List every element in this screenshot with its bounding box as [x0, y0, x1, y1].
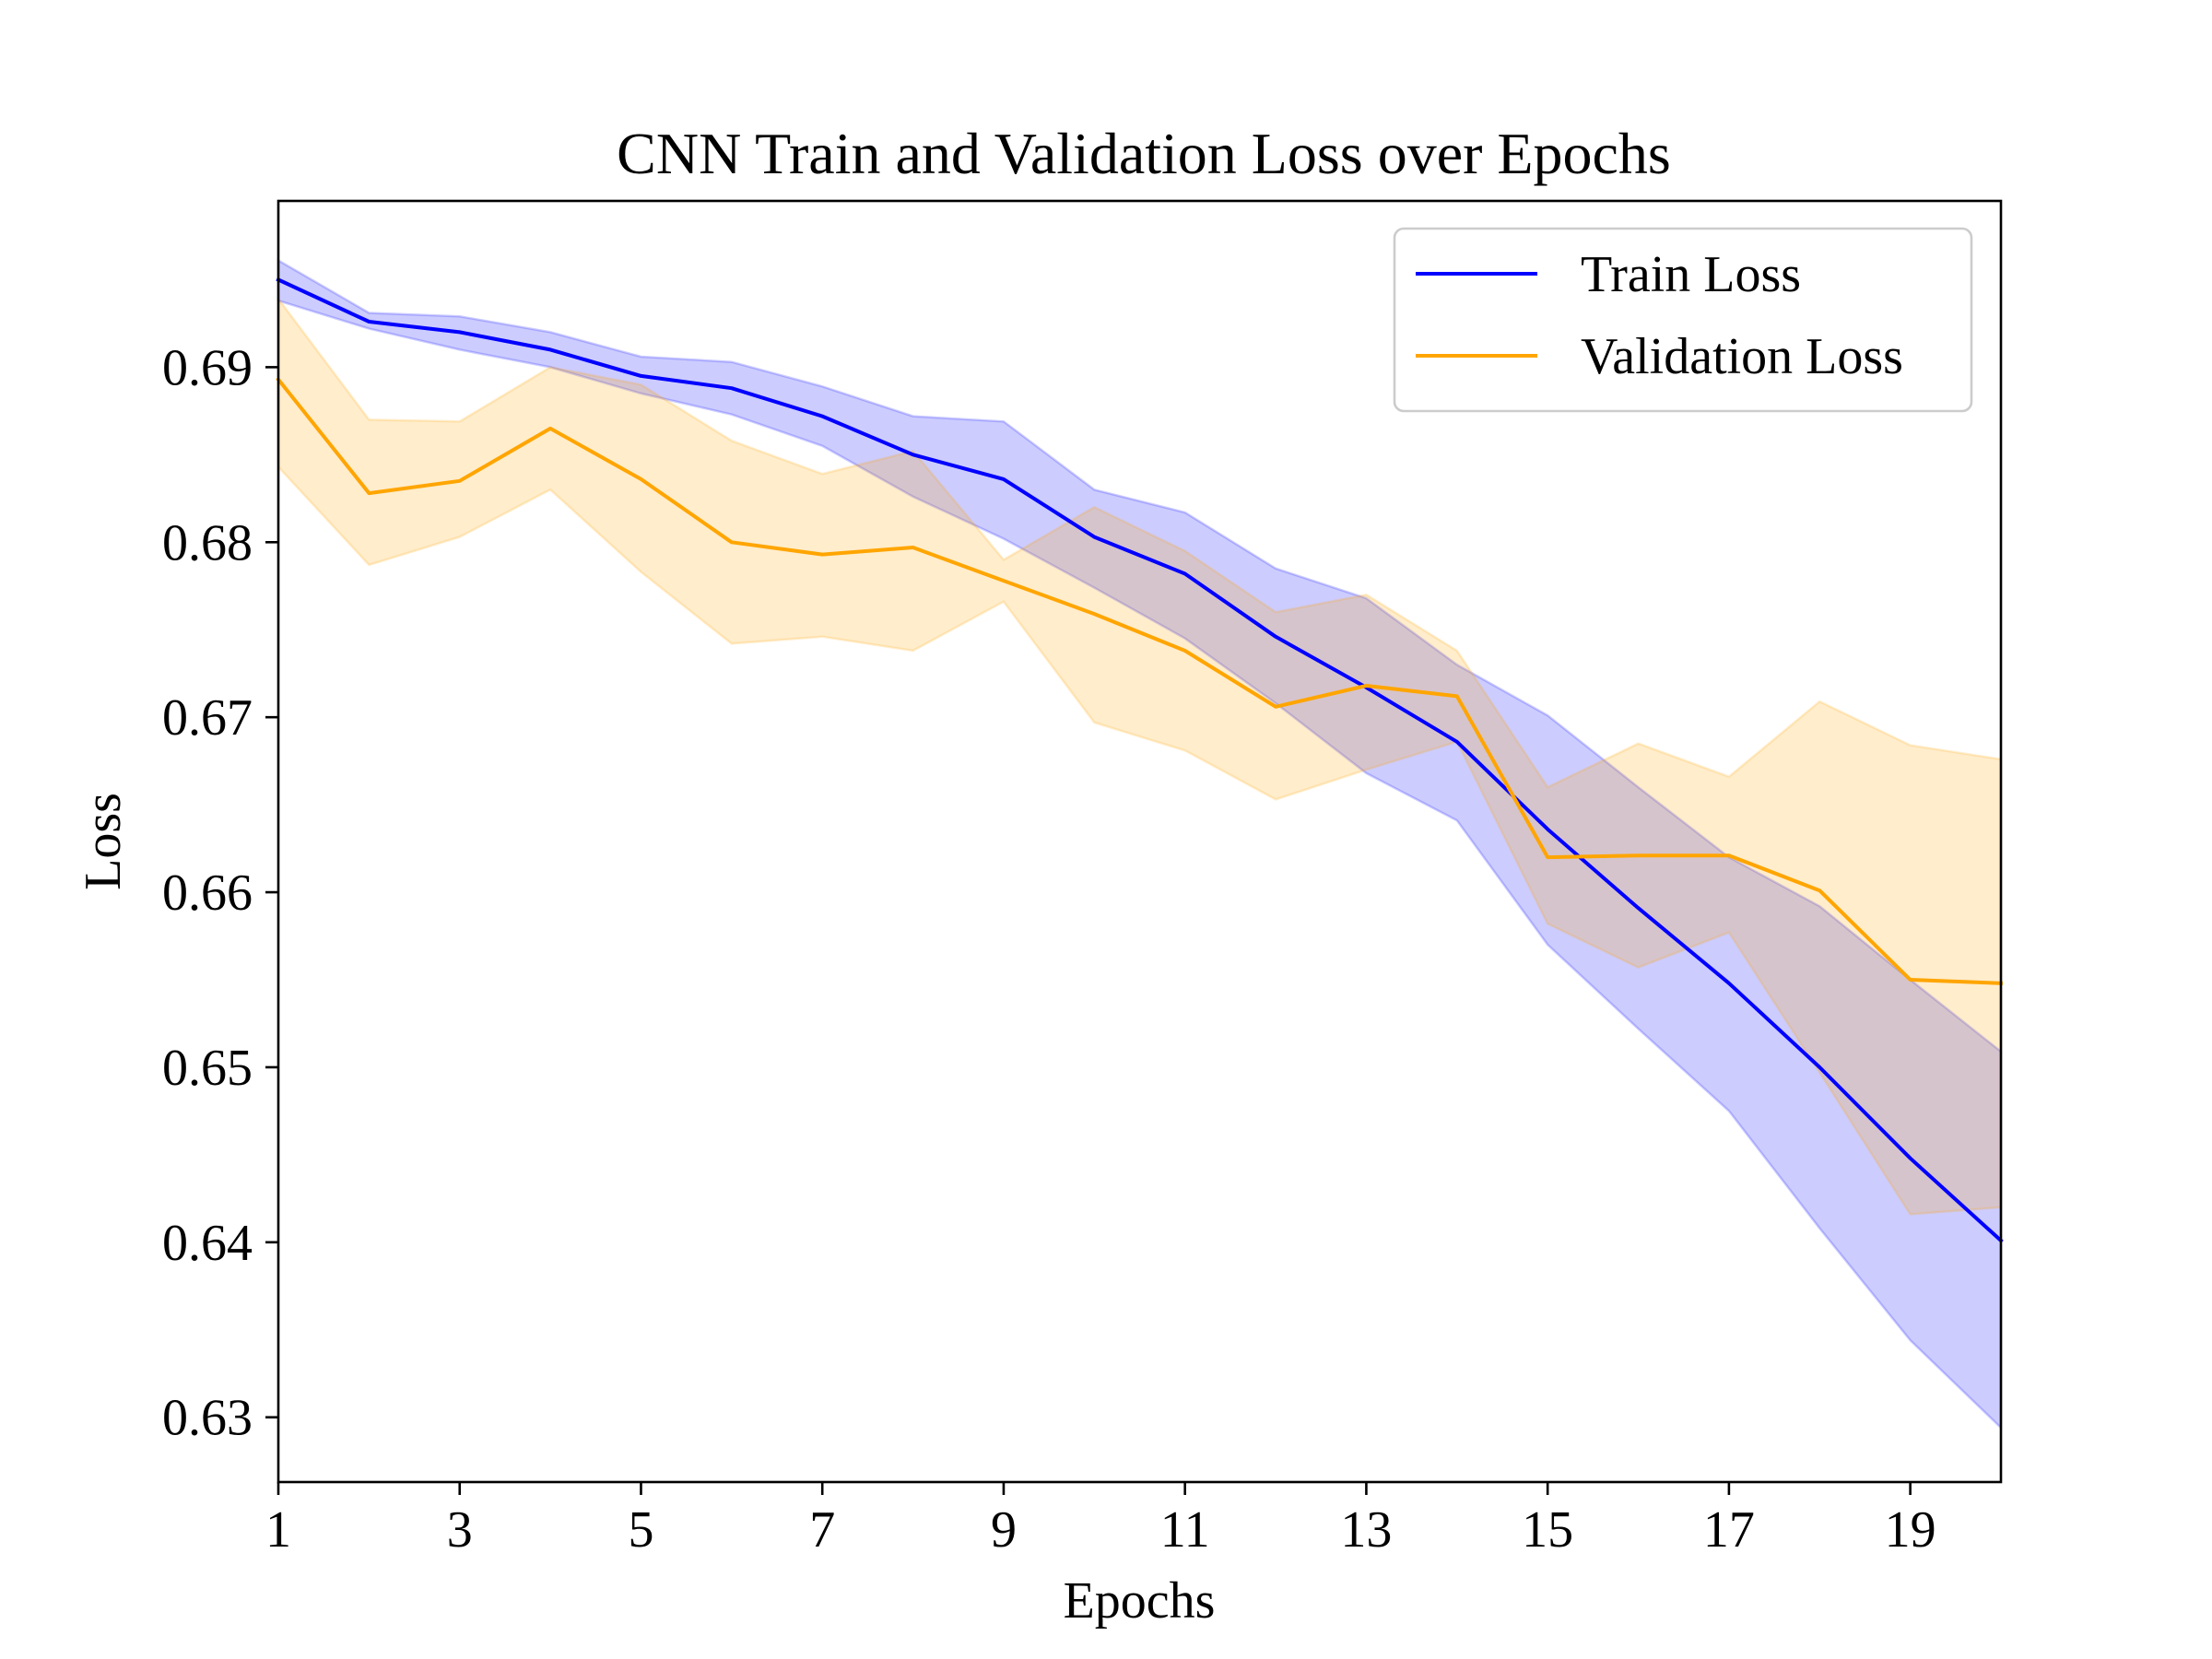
x-tick-label: 13 — [1340, 1501, 1392, 1559]
x-axis-ticks: 1 3 5 7 9 11 13 15 17 19 — [265, 1482, 1936, 1559]
x-tick-label: 5 — [628, 1501, 653, 1559]
y-tick-label: 0.69 — [162, 339, 253, 396]
x-tick-label: 3 — [447, 1501, 473, 1559]
y-tick-label: 0.66 — [162, 865, 253, 922]
legend-box — [1393, 227, 1973, 413]
x-tick-label: 9 — [991, 1501, 1017, 1559]
y-axis-ticks: 0.63 0.64 0.65 0.66 0.67 0.68 0.69 — [162, 339, 278, 1447]
x-tick-label: 15 — [1522, 1501, 1573, 1559]
x-tick-label: 7 — [809, 1501, 835, 1559]
x-tick-label: 19 — [1885, 1501, 1936, 1559]
plot-frame — [276, 199, 2003, 1484]
legend-label-train-loss: Train Loss — [1581, 246, 1801, 303]
line-validation-loss — [276, 376, 2004, 985]
series-lines — [276, 276, 2004, 1243]
x-tick-label: 1 — [265, 1501, 291, 1559]
x-tick-label: 17 — [1703, 1501, 1755, 1559]
legend: Train Loss Validation Loss — [1393, 227, 1973, 413]
x-axis-label: Epochs — [1064, 1572, 1216, 1630]
legend-label-validation-loss: Validation Loss — [1581, 328, 1903, 385]
chart-title: CNN Train and Validation Loss over Epoch… — [617, 121, 1671, 186]
y-tick-label: 0.67 — [162, 689, 253, 747]
line-train-loss — [276, 276, 2004, 1243]
y-tick-label: 0.63 — [162, 1390, 253, 1447]
y-tick-label: 0.65 — [162, 1040, 253, 1097]
y-tick-label: 0.68 — [162, 514, 253, 571]
y-axis-label: Loss — [75, 793, 132, 890]
x-tick-label: 11 — [1160, 1501, 1210, 1559]
y-tick-label: 0.64 — [162, 1215, 253, 1272]
